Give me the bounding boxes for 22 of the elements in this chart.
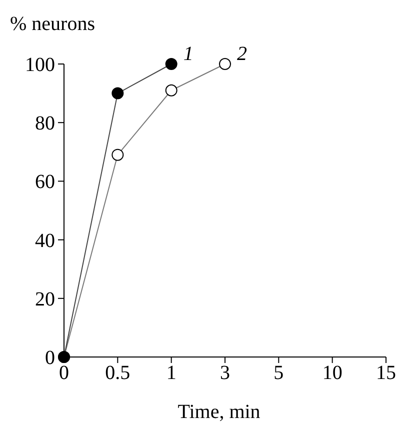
x-tick-label: 1 bbox=[166, 362, 176, 384]
series-label: 2 bbox=[237, 43, 247, 65]
x-tick-label: 0.5 bbox=[105, 362, 130, 384]
y-tick-label: 80 bbox=[35, 112, 55, 135]
x-tick-label: 3 bbox=[220, 362, 230, 384]
x-tick-label: 0 bbox=[59, 362, 69, 384]
point bbox=[165, 84, 178, 96]
series-label: 1 bbox=[183, 43, 194, 65]
point bbox=[165, 58, 178, 70]
x-tick-label: 5 bbox=[274, 362, 284, 384]
x-tick-label: 10 bbox=[322, 362, 342, 384]
y-tick-label: 20 bbox=[35, 288, 55, 310]
point bbox=[112, 87, 124, 100]
y-tick-label: 100 bbox=[25, 54, 55, 76]
y-tick-label: 60 bbox=[35, 171, 55, 194]
y-tick-label: 0 bbox=[45, 347, 55, 369]
y-tick-label: 40 bbox=[35, 230, 55, 252]
point bbox=[219, 58, 231, 70]
x-tick-label: 15 bbox=[376, 362, 396, 384]
x-axis-title: Time, min bbox=[178, 401, 260, 423]
point bbox=[112, 148, 124, 161]
y-axis-title: % neurons bbox=[10, 13, 96, 35]
